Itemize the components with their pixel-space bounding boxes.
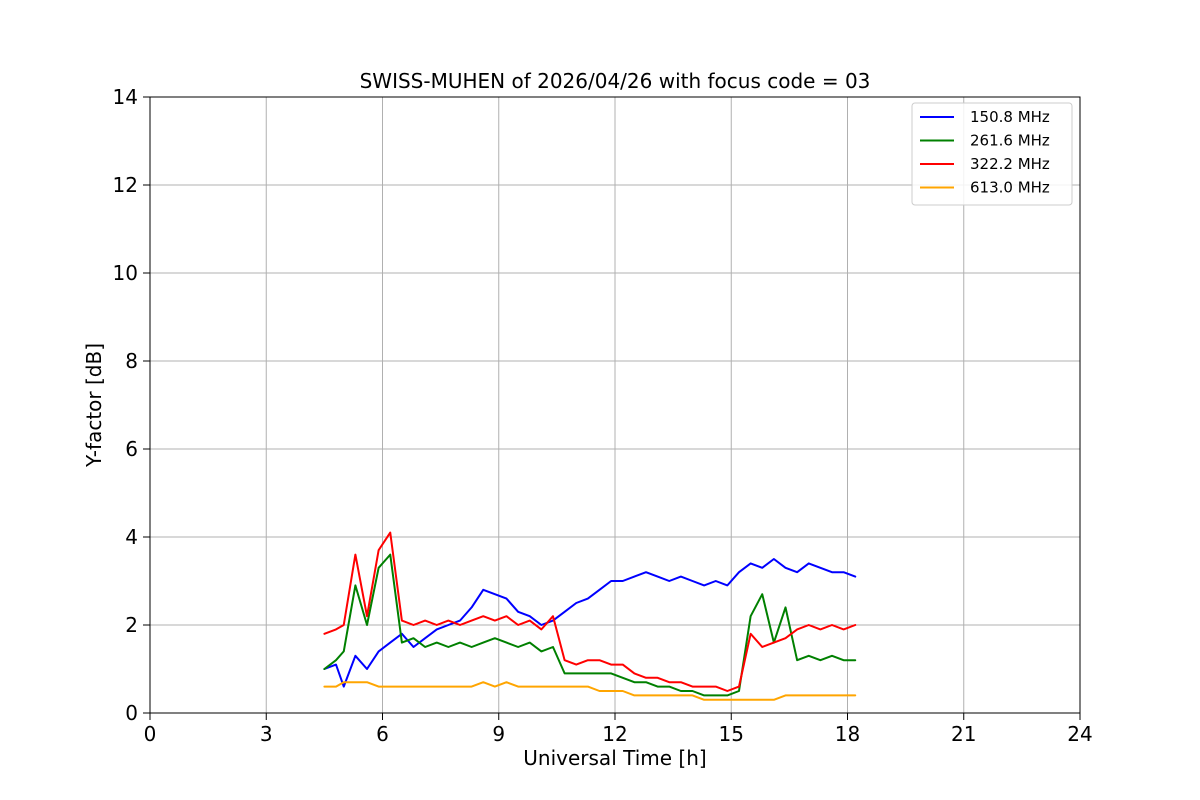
x-tick-label-8: 24	[1067, 722, 1092, 746]
y-tick-label-0: 0	[125, 701, 138, 725]
x-tick-label-5: 15	[719, 722, 744, 746]
x-tick-label-4: 12	[602, 722, 627, 746]
y-axis-label: Y-factor [dB]	[82, 343, 106, 468]
y-tick-label-4: 8	[125, 349, 138, 373]
x-tick-label-3: 9	[492, 722, 505, 746]
chart-title: SWISS-MUHEN of 2026/04/26 with focus cod…	[360, 69, 871, 93]
y-tick-label-2: 4	[125, 525, 138, 549]
x-tick-label-6: 18	[835, 722, 860, 746]
y-tick-label-7: 14	[113, 85, 138, 109]
x-tick-label-1: 3	[260, 722, 273, 746]
legend-label-3: 613.0 MHz	[970, 179, 1050, 197]
series-line-0	[323, 558, 857, 688]
y-tick-label-1: 2	[125, 613, 138, 637]
legend: 150.8 MHz 261.6 MHz 322.2 MHz 613.0 MHz	[911, 102, 1073, 206]
legend-label-2: 322.2 MHz	[970, 155, 1050, 173]
x-tick-label-0: 0	[144, 722, 157, 746]
y-tick-label-5: 10	[113, 261, 138, 285]
y-tick-label-3: 6	[125, 437, 138, 461]
legend-box	[911, 102, 1073, 206]
data-series-lines	[323, 531, 857, 701]
series-line-3	[323, 681, 857, 701]
x-axis-label: Universal Time [h]	[523, 746, 706, 770]
series-line-2	[323, 531, 857, 692]
x-tick-label-2: 6	[376, 722, 389, 746]
series-line-1	[323, 553, 857, 697]
legend-label-1: 261.6 MHz	[970, 132, 1050, 150]
legend-label-0: 150.8 MHz	[970, 108, 1050, 126]
x-tick-label-7: 21	[951, 722, 976, 746]
y-tick-label-6: 12	[113, 173, 138, 197]
